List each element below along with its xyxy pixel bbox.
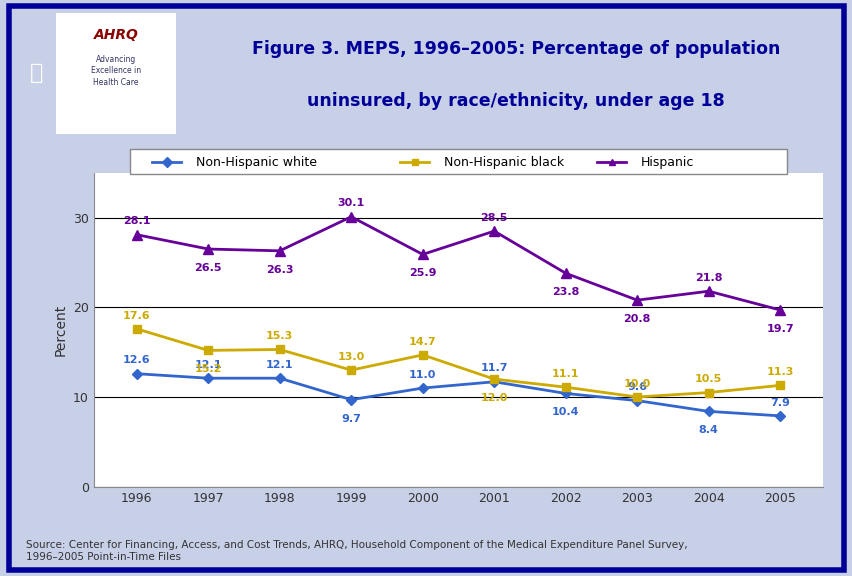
Text: 🦅: 🦅 [29,63,43,84]
Hispanic [560,270,570,276]
Text: 28.1: 28.1 [123,217,150,226]
Text: 13.0: 13.0 [337,352,365,362]
Non-Hispanic black [488,376,498,382]
Non-Hispanic white [346,396,356,403]
Text: 17.6: 17.6 [123,310,150,320]
Hispanic [703,288,713,295]
Hispanic [346,213,356,220]
Non-Hispanic white [417,385,428,392]
Non-Hispanic white [560,390,570,397]
Text: 28.5: 28.5 [480,213,507,223]
Line: Hispanic: Hispanic [132,212,784,315]
Non-Hispanic black [631,393,642,400]
Non-Hispanic white [774,412,785,419]
Non-Hispanic black [560,384,570,391]
Text: 10.4: 10.4 [551,407,579,418]
Text: 26.3: 26.3 [266,265,293,275]
Hispanic [417,251,428,258]
Text: 9.7: 9.7 [341,414,360,423]
Non-Hispanic white [703,408,713,415]
Text: 12.1: 12.1 [194,360,222,370]
Non-Hispanic black [774,382,785,389]
Text: 10.0: 10.0 [623,378,650,389]
Text: 25.9: 25.9 [408,268,436,278]
Text: 19.7: 19.7 [766,324,793,334]
Text: 12.0: 12.0 [480,393,507,403]
Text: 23.8: 23.8 [551,287,579,297]
FancyBboxPatch shape [130,149,786,175]
Non-Hispanic white [274,375,285,382]
Non-Hispanic black [417,351,428,358]
Text: 20.8: 20.8 [623,314,650,324]
Text: 12.1: 12.1 [266,360,293,370]
Text: Non-Hispanic white: Non-Hispanic white [196,156,317,169]
Non-Hispanic black [203,347,213,354]
Line: Non-Hispanic white: Non-Hispanic white [133,370,783,419]
Hispanic [203,245,213,252]
Non-Hispanic black [131,325,141,332]
Y-axis label: Percent: Percent [54,304,67,356]
Non-Hispanic white [631,397,642,404]
Text: 7.9: 7.9 [769,397,789,408]
Text: 11.1: 11.1 [551,369,579,379]
Text: 11.0: 11.0 [409,370,436,380]
Hispanic [488,228,498,234]
Hispanic [774,306,785,313]
Text: 8.4: 8.4 [698,425,718,435]
Text: Advancing
Excellence in
Health Care: Advancing Excellence in Health Care [91,55,141,87]
Text: Source: Center for Financing, Access, and Cost Trends, AHRQ, Household Component: Source: Center for Financing, Access, an… [26,540,687,562]
Non-Hispanic black [274,346,285,353]
Line: Non-Hispanic black: Non-Hispanic black [132,325,784,401]
Text: 26.5: 26.5 [194,263,222,273]
Text: Hispanic: Hispanic [640,156,694,169]
Text: 12.6: 12.6 [123,355,150,365]
FancyBboxPatch shape [56,13,176,134]
Text: 21.8: 21.8 [694,273,722,283]
Hispanic [274,247,285,254]
Text: uninsured, by race/ethnicity, under age 18: uninsured, by race/ethnicity, under age … [307,92,724,109]
Non-Hispanic white [203,375,213,382]
Non-Hispanic white [488,378,498,385]
Text: Figure 3. MEPS, 1996–2005: Percentage of population: Figure 3. MEPS, 1996–2005: Percentage of… [251,40,780,58]
Text: AHRQ: AHRQ [94,28,138,41]
Text: 15.2: 15.2 [194,364,222,374]
Text: 10.5: 10.5 [694,374,722,384]
Text: 11.3: 11.3 [766,367,793,377]
Non-Hispanic white [131,370,141,377]
Hispanic [631,297,642,304]
Text: 11.7: 11.7 [480,363,508,373]
Text: 14.7: 14.7 [408,336,436,347]
Text: Non-Hispanic black: Non-Hispanic black [443,156,563,169]
Non-Hispanic black [703,389,713,396]
Text: 9.6: 9.6 [626,382,647,392]
Text: 15.3: 15.3 [266,331,293,341]
Hispanic [131,231,141,238]
Non-Hispanic black [346,367,356,374]
Text: 30.1: 30.1 [337,198,365,209]
